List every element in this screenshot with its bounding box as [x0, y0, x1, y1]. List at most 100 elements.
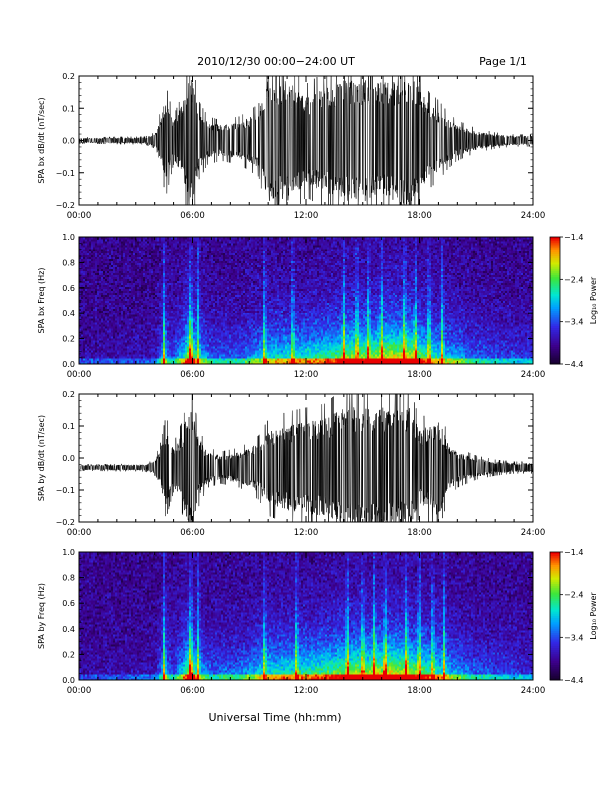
spectrogram-cell — [83, 362, 86, 365]
spectrogram-cell — [139, 266, 142, 270]
spectrogram-cell — [189, 338, 192, 341]
spectrogram-cell — [91, 344, 94, 347]
spectrogram-cell — [159, 292, 162, 295]
spectrogram-cell — [201, 346, 204, 349]
spectrogram-cell — [189, 246, 192, 250]
spectrogram-cell — [197, 288, 200, 291]
spectrogram-cell — [159, 362, 162, 365]
spectrogram-cell — [113, 252, 116, 256]
spectrogram-cell — [141, 360, 144, 363]
spectrogram-cell — [229, 290, 232, 293]
spectrogram-cell — [101, 270, 104, 274]
spectrogram-cell — [121, 334, 124, 337]
spectrogram-cell — [109, 258, 112, 262]
spectrogram-cell — [221, 322, 224, 325]
spectrogram-cell — [97, 314, 100, 317]
spectrogram-cell — [143, 298, 146, 301]
spectrogram-cell — [197, 246, 200, 250]
spectrogram-cell — [107, 332, 110, 335]
spectrogram-cell — [185, 322, 188, 325]
spectrogram-cell — [139, 284, 142, 287]
spectrogram-cell — [147, 252, 150, 256]
spectrogram-cell — [95, 316, 98, 319]
spectrogram-cell — [195, 302, 198, 305]
spectrogram-cell — [199, 242, 202, 246]
spectrogram-cell — [89, 352, 92, 355]
spectrogram-cell — [177, 346, 180, 349]
spectrogram-cell — [101, 346, 104, 349]
spectrogram-cell — [211, 308, 214, 311]
spectrogram-cell — [83, 296, 86, 299]
spectrogram-cell — [131, 316, 134, 319]
spectrogram-cell — [91, 256, 94, 260]
spectrogram-cell — [165, 310, 168, 313]
spectrogram-cell — [115, 240, 118, 244]
spectrogram-cell — [107, 292, 110, 295]
spectrogram-cell — [191, 260, 194, 264]
spectrogram-cell — [99, 328, 102, 331]
spectrogram-cell — [155, 280, 158, 283]
spectrogram-cell — [211, 336, 214, 339]
spectrogram-cell — [153, 286, 156, 289]
spectrogram-cell — [107, 278, 110, 281]
spectrogram-cell — [101, 338, 104, 341]
spectrogram-cell — [229, 272, 232, 276]
spectrogram-cell — [193, 270, 196, 274]
spectrogram-cell — [105, 246, 108, 250]
spectrogram-cell — [83, 244, 86, 248]
spectrogram-cell — [89, 358, 92, 361]
spectrogram-cell — [195, 360, 198, 363]
spectrogram-cell — [153, 334, 156, 337]
spectrogram-cell — [175, 296, 178, 299]
spectrogram-cell — [163, 250, 166, 254]
spectrogram-cell — [201, 332, 204, 335]
spectrogram-cell — [219, 340, 222, 343]
spectrogram-cell — [143, 344, 146, 347]
spectrogram-cell — [85, 242, 88, 246]
spectrogram-cell — [147, 256, 150, 260]
spectrogram-cell — [197, 332, 200, 335]
spectrogram-cell — [201, 314, 204, 317]
spectrogram-cell — [113, 248, 116, 252]
spectrogram-cell — [167, 328, 170, 331]
spectrogram-cell — [103, 258, 106, 262]
spectrogram-cell — [111, 324, 114, 327]
spectrogram-cell — [89, 346, 92, 349]
spectrogram-cell — [105, 274, 108, 278]
spectrogram-cell — [129, 254, 132, 258]
spectrogram-cell — [89, 272, 92, 276]
spectrogram-cell — [83, 308, 86, 311]
spectrogram-cell — [173, 237, 176, 240]
spectrogram-cell — [135, 322, 138, 325]
spectrogram-cell — [103, 250, 106, 254]
spectrogram-cell — [195, 322, 198, 325]
spectrogram-cell — [181, 254, 184, 258]
spectrogram-cell — [161, 352, 164, 355]
spectrogram-cell — [167, 356, 170, 359]
spectrogram-cell — [187, 328, 190, 331]
spectrogram-cell — [93, 362, 96, 365]
spectrogram-cell — [187, 336, 190, 339]
spectrogram-cell — [195, 356, 198, 359]
spectrogram-cell — [223, 272, 226, 276]
spectrogram-cell — [145, 298, 148, 301]
spectrogram-cell — [187, 362, 190, 365]
spectrogram-cell — [193, 266, 196, 270]
spectrogram-cell — [97, 324, 100, 327]
spectrogram-cell — [197, 240, 200, 244]
spectrogram-cell — [221, 284, 224, 287]
spectrogram-cell — [189, 324, 192, 327]
spectrogram-cell — [149, 354, 152, 357]
spectrogram-cell — [129, 304, 132, 307]
spectrogram-cell — [81, 324, 84, 327]
spectrogram-cell — [81, 346, 84, 349]
spectrogram-cell — [121, 250, 124, 254]
spectrogram-cell — [133, 340, 136, 343]
spectrogram-cell — [115, 330, 118, 333]
spectrogram-cell — [159, 284, 162, 287]
spectrogram-cell — [217, 312, 220, 315]
spectrogram-cell — [129, 306, 132, 309]
spectrogram-cell — [189, 296, 192, 299]
y-tick-label: 0.2 — [62, 72, 75, 81]
spectrogram-cell — [171, 340, 174, 343]
